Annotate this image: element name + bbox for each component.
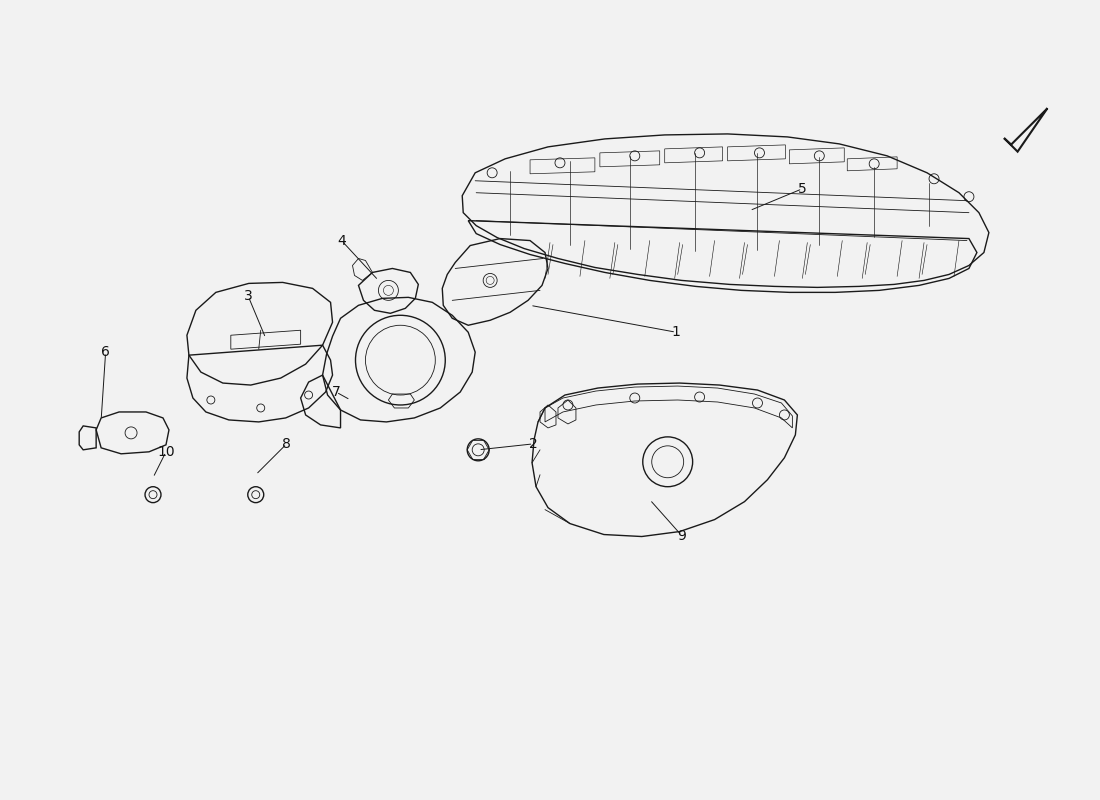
- Text: 7: 7: [332, 385, 340, 399]
- Text: 9: 9: [678, 529, 686, 542]
- Text: 5: 5: [798, 182, 806, 196]
- Text: 8: 8: [283, 437, 292, 451]
- Text: 10: 10: [157, 445, 175, 459]
- Text: 6: 6: [101, 345, 110, 359]
- Text: 2: 2: [529, 437, 538, 451]
- Text: 4: 4: [338, 234, 345, 247]
- Text: 1: 1: [672, 326, 681, 339]
- Text: 3: 3: [244, 290, 253, 303]
